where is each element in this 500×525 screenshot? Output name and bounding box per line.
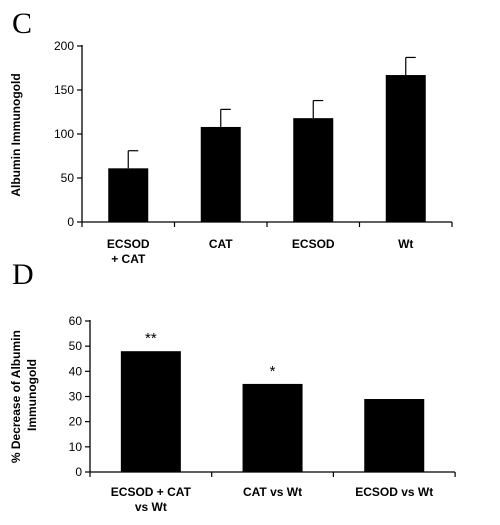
panel-c-bar <box>200 126 241 222</box>
panel-d-y-tick-label: 60 <box>69 314 83 328</box>
panel-d-y-tick-label: 20 <box>69 415 83 429</box>
panel-d-bar <box>120 351 181 472</box>
panel-d-category-label-line: ECSOD + CAT <box>111 485 192 499</box>
panel-c-y-tick-label: 0 <box>67 215 74 229</box>
panel-d-bar <box>364 399 425 472</box>
panel-d-bars: ** ECSOD + CAT vs Wt * CAT vs Wt ECSOD vs Wt <box>111 330 433 514</box>
panel-c-y-axis-title: Albumin Immunogold <box>9 73 23 196</box>
panel-d-significance-marker: ** <box>145 330 157 347</box>
panel-c-category-label: ECSOD + CAT <box>107 237 150 266</box>
panel-c-y-tick-label: 100 <box>54 127 74 141</box>
panel-c-category-label-line: CAT <box>209 237 233 251</box>
panel-d-category-label-line: CAT vs Wt <box>243 485 302 499</box>
panel-d-category-label-line: ECSOD vs Wt <box>355 485 433 499</box>
panel-c-y-tick-label: 150 <box>54 83 74 97</box>
panel-c-bar <box>385 75 426 222</box>
panel-d-category-label: ECSOD + CAT vs Wt <box>111 485 192 514</box>
panel-d-y-tick-label: 10 <box>69 440 83 454</box>
panel-c-category-label-line: ECSOD <box>107 237 150 251</box>
panel-d-y-tick-label: 40 <box>69 364 83 378</box>
panel-d-letter: D <box>12 258 34 291</box>
panel-c-category-label-line: ECSOD <box>292 237 335 251</box>
panel-d-y-tick-label: 0 <box>75 465 82 479</box>
panel-d-category-label: CAT vs Wt <box>243 485 302 499</box>
panel-c-y-tick-label: 200 <box>54 39 74 53</box>
panel-d-category-label: ECSOD vs Wt <box>355 485 433 499</box>
panel-c-bar <box>108 168 149 222</box>
panel-c-category-label: Wt <box>398 237 413 251</box>
panel-d-y-tick-label: 50 <box>69 339 83 353</box>
panel-c-bar <box>293 118 334 222</box>
panel-c-y-tick-label: 50 <box>61 171 75 185</box>
panel-c-category-label: CAT <box>209 237 233 251</box>
panel-d-category-label-line: vs Wt <box>135 500 167 514</box>
panel-c-category-label: ECSOD <box>292 237 335 251</box>
panel-c-category-label-line: Wt <box>398 237 413 251</box>
panel-d-y-axis-title-line-2: Immunogold <box>25 359 39 431</box>
panel-c-letter: C <box>12 7 32 40</box>
panel-d: D % Decrease of Albumin Immunogold 0 10 20… <box>9 258 456 514</box>
panel-c-category-label-line: + CAT <box>111 252 146 266</box>
panel-d-bar <box>242 383 303 472</box>
panel-d-significance-marker: * <box>270 363 276 380</box>
panel-d-y-axis-title: % Decrease of Albumin Immunogold <box>9 327 39 463</box>
panel-d-y-tick-label: 30 <box>69 390 83 404</box>
panel-d-y-axis-title-line-1: % Decrease of Albumin <box>9 330 23 463</box>
